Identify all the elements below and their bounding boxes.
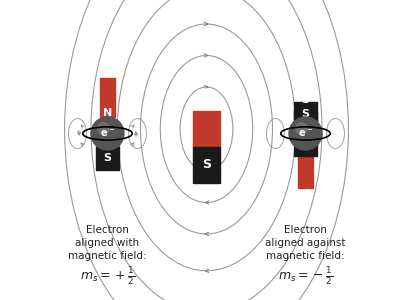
Text: S: S — [301, 109, 309, 119]
Bar — [193, 111, 220, 147]
Circle shape — [289, 117, 322, 150]
Bar — [294, 102, 317, 126]
Text: e$^-$: e$^-$ — [100, 128, 115, 139]
Text: $m_s = -\frac{1}{2}$: $m_s = -\frac{1}{2}$ — [278, 265, 333, 287]
Bar — [294, 134, 317, 156]
Text: S: S — [202, 158, 211, 172]
Text: $m_s = +\frac{1}{2}$: $m_s = +\frac{1}{2}$ — [80, 265, 135, 287]
Text: N: N — [103, 108, 112, 118]
Text: N: N — [201, 86, 212, 100]
Bar — [294, 111, 317, 134]
Bar — [100, 78, 115, 117]
Bar — [96, 124, 119, 147]
Text: e$^-$: e$^-$ — [298, 128, 313, 139]
Text: S: S — [301, 95, 309, 105]
Bar — [298, 147, 313, 188]
Text: S: S — [104, 153, 112, 163]
Text: Electron
aligned against
magnetic field:: Electron aligned against magnetic field: — [265, 225, 346, 261]
Bar — [193, 147, 220, 183]
Bar — [96, 147, 119, 170]
Circle shape — [296, 123, 307, 134]
Circle shape — [91, 117, 124, 150]
Text: Electron
aligned with
magnetic field:: Electron aligned with magnetic field: — [68, 225, 147, 261]
Circle shape — [97, 123, 109, 134]
